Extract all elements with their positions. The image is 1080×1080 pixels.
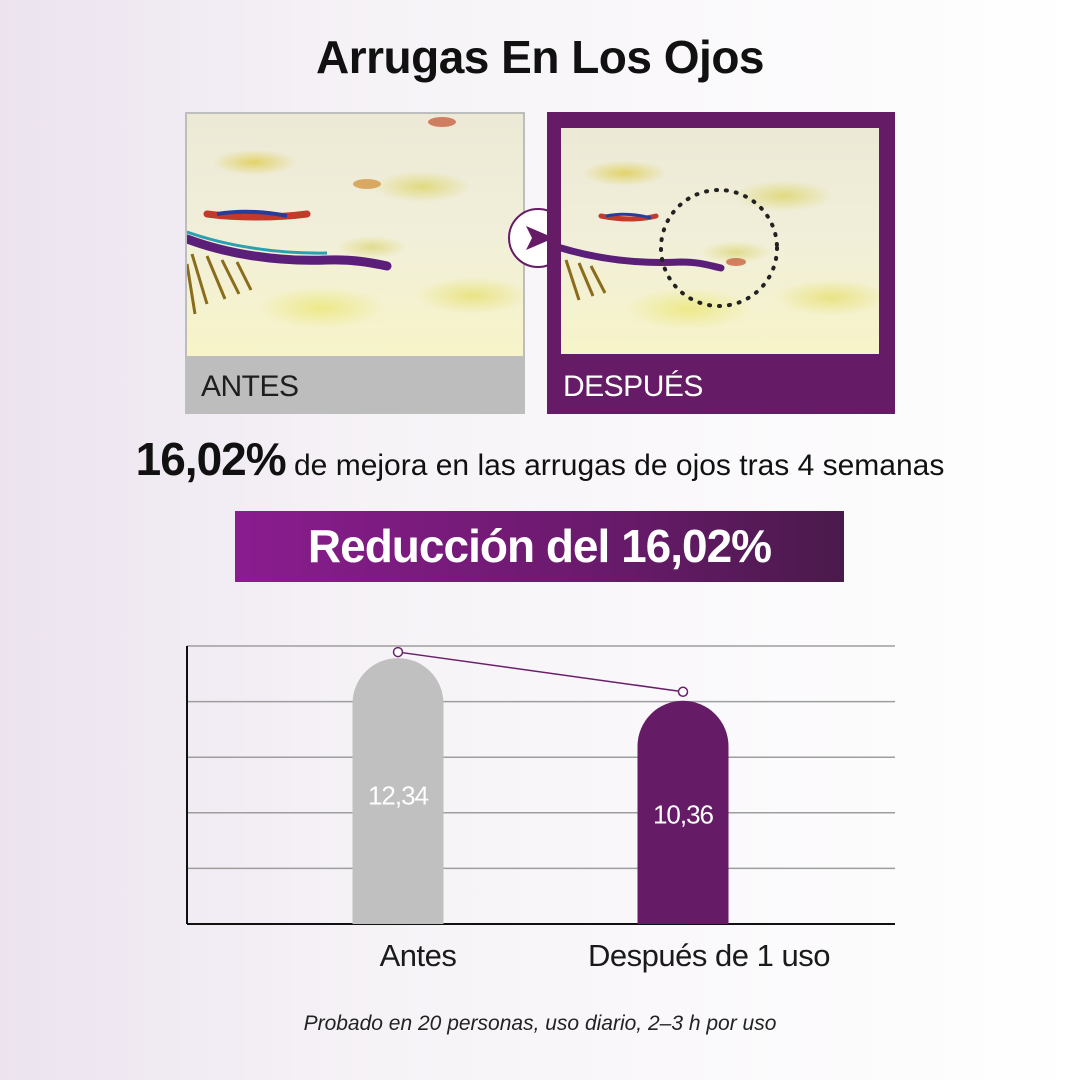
- after-label: DESPUÉS: [563, 370, 703, 403]
- after-photo: [561, 128, 879, 354]
- trend-line: [397, 651, 684, 693]
- bar-value-label: 12,34: [368, 780, 429, 810]
- before-panel: ANTES: [185, 112, 525, 414]
- footnote: Probado en 20 personas, uso diario, 2–3 …: [303, 1012, 777, 1035]
- before-wrinkle-image: [187, 117, 456, 315]
- highlight-circle: [659, 188, 779, 308]
- bar-antes: [352, 658, 444, 924]
- trend-point: [677, 686, 689, 697]
- before-photo: [187, 114, 523, 356]
- bar-despues: [637, 700, 729, 924]
- page-title: Arrugas En Los Ojos: [315, 31, 765, 83]
- trend-point: [392, 646, 404, 658]
- stat-value: 16,02%: [135, 433, 287, 485]
- before-label: ANTES: [201, 370, 299, 403]
- stat-text: de mejora en las arrugas de ojos tras 4 …: [294, 449, 945, 482]
- after-panel: DESPUÉS: [547, 112, 895, 414]
- reduction-banner: Reducción del 16,02%: [235, 511, 844, 582]
- category-label: Después de 1 uso: [588, 938, 830, 973]
- bar-value-label: 10,36: [653, 800, 714, 830]
- category-label: Antes: [380, 938, 457, 973]
- stat-line: 16,02% de mejora en las arrugas de ojos …: [0, 432, 1080, 486]
- bar-chart: 12,34 Antes 10,36 Después de 1 uso: [186, 645, 895, 973]
- after-wrinkle-image: [561, 188, 779, 308]
